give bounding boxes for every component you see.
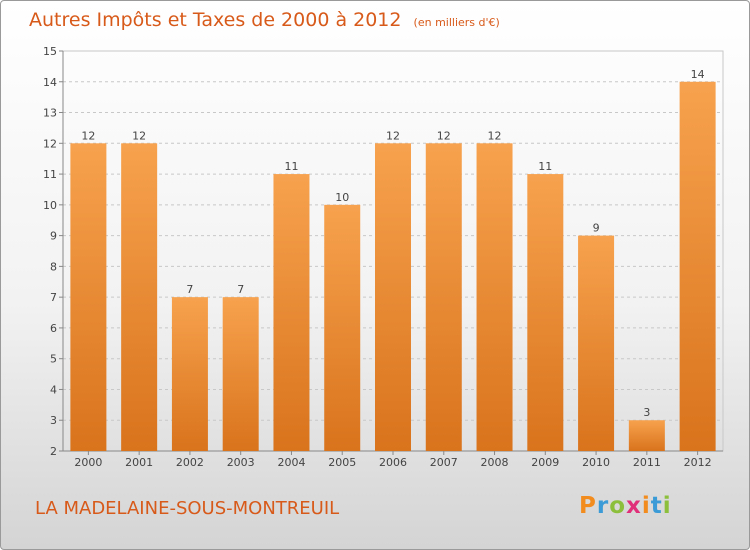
x-tick-label: 2002 xyxy=(176,456,204,469)
x-tick-label: 2003 xyxy=(227,456,255,469)
logo-letter: i xyxy=(641,493,651,519)
bar-value-label: 11 xyxy=(538,160,552,173)
bar-value-label: 12 xyxy=(81,129,95,142)
bar xyxy=(425,143,462,452)
y-tick-label: 10 xyxy=(43,199,57,212)
x-tick-label: 2008 xyxy=(481,456,509,469)
bar xyxy=(324,204,361,451)
x-tick-label: 2001 xyxy=(125,456,153,469)
bar xyxy=(121,143,158,452)
x-tick-label: 2004 xyxy=(277,456,305,469)
bar-value-label: 3 xyxy=(643,406,650,419)
proxiti-logo: Proxiti xyxy=(579,493,672,519)
x-tick-label: 2011 xyxy=(633,456,661,469)
x-tick-label: 2009 xyxy=(531,456,559,469)
bar xyxy=(679,81,716,452)
bar xyxy=(527,174,564,452)
y-tick-label: 3 xyxy=(50,414,57,427)
y-tick-label: 8 xyxy=(50,260,57,273)
y-tick-label: 15 xyxy=(43,45,57,58)
bar-value-label: 10 xyxy=(335,191,349,204)
bar xyxy=(578,235,615,451)
bar-value-label: 12 xyxy=(488,129,502,142)
bar xyxy=(273,174,310,452)
bar-value-label: 7 xyxy=(186,283,193,296)
chart-title-text: Autres Impôts et Taxes de 2000 à 2012 xyxy=(29,9,402,31)
bar-value-label: 9 xyxy=(593,222,600,235)
logo-letter: P xyxy=(579,493,597,519)
logo-letter: x xyxy=(626,493,642,519)
x-tick-label: 2000 xyxy=(74,456,102,469)
bar xyxy=(628,420,665,451)
bar xyxy=(171,297,208,451)
x-tick-label: 2006 xyxy=(379,456,407,469)
x-tick-label: 2012 xyxy=(684,456,712,469)
y-tick-label: 2 xyxy=(50,445,57,458)
x-tick-label: 2010 xyxy=(582,456,610,469)
y-tick-label: 5 xyxy=(50,353,57,366)
y-tick-label: 13 xyxy=(43,107,57,120)
y-tick-label: 14 xyxy=(43,76,57,89)
logo-letter: i xyxy=(662,493,672,519)
bar xyxy=(476,143,513,452)
y-tick-label: 4 xyxy=(50,383,57,396)
y-tick-label: 6 xyxy=(50,322,57,335)
y-tick-label: 11 xyxy=(43,168,57,181)
bar-value-label: 11 xyxy=(284,160,298,173)
y-tick-label: 7 xyxy=(50,291,57,304)
bar xyxy=(375,143,411,452)
commune-name: LA MADELAINE-SOUS-MONTREUIL xyxy=(35,498,340,519)
logo-letter: t xyxy=(650,493,663,519)
x-tick-label: 2005 xyxy=(328,456,356,469)
logo-letter: r xyxy=(596,493,610,519)
bar-value-label: 12 xyxy=(132,129,146,142)
bar-value-label: 7 xyxy=(237,283,244,296)
x-tick-label: 2007 xyxy=(430,456,458,469)
bar-value-label: 12 xyxy=(386,129,400,142)
logo-letter: o xyxy=(609,493,627,519)
chart-title: Autres Impôts et Taxes de 2000 à 2012 (e… xyxy=(29,9,500,31)
y-tick-label: 9 xyxy=(50,230,57,243)
y-tick-label: 12 xyxy=(43,137,57,150)
bar-value-label: 14 xyxy=(691,68,705,81)
bar xyxy=(70,143,107,452)
bar-value-label: 12 xyxy=(437,129,451,142)
chart-unit-label: (en milliers d'€) xyxy=(413,16,500,29)
bar xyxy=(222,297,259,451)
